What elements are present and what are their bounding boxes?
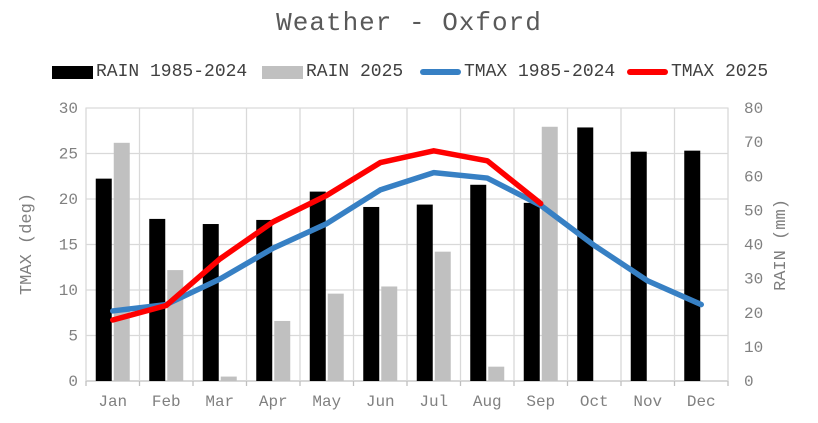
left-tick-label-0: 0 [68,373,78,391]
right-tick-label-60: 60 [744,168,763,186]
legend-label-tmax-2025: TMAX 2025 [671,62,769,82]
month-label-feb: Feb [152,393,181,411]
legend-item-rain-1985-2024: RAIN 1985-2024 [52,61,247,83]
month-label-jun: Jun [366,393,395,411]
bar-rain-2025-jan [113,142,130,381]
bar-rain-2025-feb [167,270,184,381]
chart-legend: RAIN 1985-2024 RAIN 2025 TMAX 1985-2024 TMA… [0,61,818,83]
bar-rain-1985-2024-jul [416,204,433,381]
legend-item-tmax-2025: TMAX 2025 [627,61,768,83]
month-label-jul: Jul [419,393,448,411]
chart-title: Weather - Oxford [276,8,542,38]
month-label-aug: Aug [473,393,502,411]
legend-label-rain-1985-2024: RAIN 1985-2024 [96,62,248,82]
bar-rain-2025-apr [274,320,291,381]
left-axis-title: TMAX (deg) [18,192,37,296]
right-tick-label-40: 40 [744,237,763,255]
month-label-dec: Dec [687,393,716,411]
left-tick-label-20: 20 [59,191,78,209]
right-tick-label-10: 10 [744,339,763,357]
legend-bar-swatch-rain-1985-2024 [52,65,93,79]
month-label-nov: Nov [633,393,662,411]
bar-rain-1985-2024-mar [202,224,219,381]
bar-rain-1985-2024-nov [630,151,647,381]
bar-rain-1985-2024-oct [577,127,594,381]
bar-rain-1985-2024-feb [149,218,166,381]
legend-line-swatch-tmax-2025 [627,69,668,75]
right-tick-label-50: 50 [744,202,763,220]
left-tick-label-10: 10 [59,282,78,300]
legend-bar-swatch-rain-2025 [262,65,303,79]
left-tick-label-30: 30 [59,100,78,118]
right-tick-label-0: 0 [744,373,754,391]
bar-rain-2025-aug [488,366,505,381]
right-tick-label-80: 80 [744,100,763,118]
bar-rain-2025-sep [541,126,558,381]
line-tmax-2025 [110,148,544,323]
bar-rain-1985-2024-jan [95,178,112,381]
legend-label-rain-2025: RAIN 2025 [306,62,404,82]
bar-rain-2025-jul [434,251,451,381]
month-label-mar: Mar [205,393,234,411]
left-tick-label-15: 15 [59,237,78,255]
bar-rain-2025-may [327,293,344,381]
legend-item-rain-2025: RAIN 2025 [262,61,403,83]
bar-rain-1985-2024-aug [470,184,487,381]
right-tick-label-30: 30 [744,271,763,289]
bar-rain-1985-2024-jun [363,206,380,381]
bar-rain-1985-2024-apr [256,219,273,381]
bar-rain-2025-mar [220,376,237,381]
bar-rain-1985-2024-may [309,191,326,381]
bar-rain-1985-2024-sep [523,202,540,381]
bar-rain-1985-2024-dec [684,150,701,381]
month-label-sep: Sep [526,393,555,411]
left-tick-label-5: 5 [68,328,78,346]
right-axis-title: RAIN (mm) [772,199,791,291]
right-tick-label-20: 20 [744,305,763,323]
left-tick-label-25: 25 [59,146,78,164]
bar-rain-2025-jun [381,286,398,381]
legend-label-tmax-1985-2024: TMAX 1985-2024 [464,62,616,82]
right-tick-label-70: 70 [744,134,763,152]
month-label-oct: Oct [580,393,609,411]
legend-item-tmax-1985-2024: TMAX 1985-2024 [420,61,615,83]
month-label-apr: Apr [259,393,288,411]
month-label-jan: Jan [98,393,127,411]
month-label-may: May [312,393,341,411]
legend-line-swatch-tmax-1985-2024 [420,69,461,75]
line-tmax-1985-2024 [110,169,704,314]
